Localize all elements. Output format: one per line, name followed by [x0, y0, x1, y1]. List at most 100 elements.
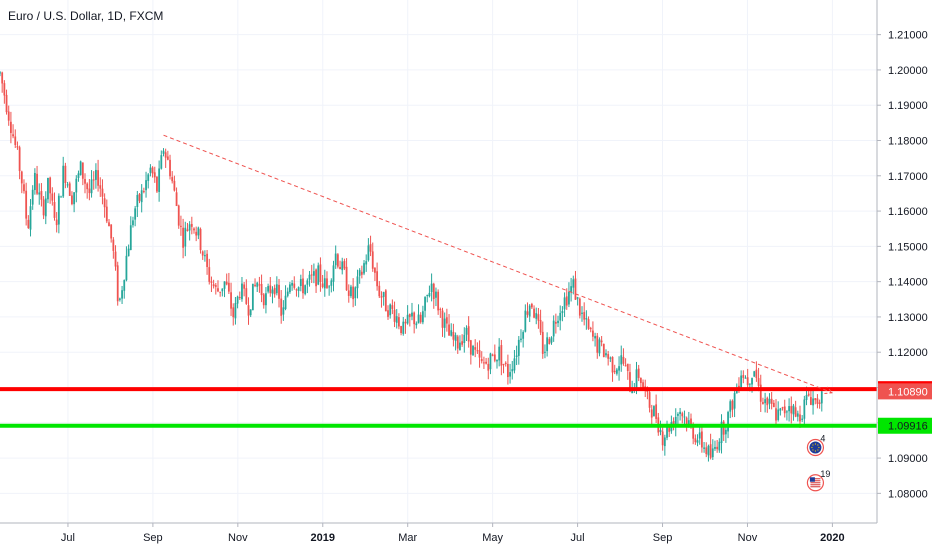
candle-up — [44, 198, 47, 217]
candle-down — [816, 398, 819, 404]
candle-up — [615, 369, 618, 374]
badge-count: 19 — [820, 469, 830, 479]
candle-up — [66, 184, 69, 186]
candle-up — [576, 297, 579, 299]
candle-down — [759, 384, 762, 402]
candle-up — [820, 391, 823, 404]
candle-up — [751, 378, 753, 385]
badge-count: 4 — [820, 433, 825, 443]
candle-up — [147, 174, 150, 181]
candle-down — [81, 162, 84, 179]
candle-down — [650, 409, 653, 418]
candle-up — [489, 353, 492, 370]
candle-down — [310, 274, 313, 276]
candle-down — [478, 350, 481, 358]
candle-up — [75, 178, 78, 193]
candle-up — [454, 334, 457, 341]
candle-up — [557, 320, 559, 324]
candle-down — [258, 284, 261, 286]
candle-down — [681, 413, 684, 417]
candle-down — [487, 363, 490, 371]
candle-down — [92, 179, 95, 181]
price-axis[interactable]: 1.080001.090001.100001.110001.120001.130… — [877, 30, 928, 501]
candle-down — [602, 343, 605, 358]
candle-down — [655, 404, 658, 419]
support-price-tag — [878, 417, 932, 434]
candle-up — [127, 248, 130, 257]
candle-up — [674, 416, 677, 426]
candle-down — [84, 178, 86, 184]
candle-up — [517, 339, 520, 356]
candle-up — [631, 390, 634, 394]
eu-flag-icon — [809, 441, 822, 454]
x-tick-label: Sep — [143, 532, 163, 544]
candle-down — [9, 121, 12, 133]
y-tick-label: 1.18000 — [888, 136, 928, 148]
time-axis[interactable]: Jul Sep Nov 2019 Mar May Jul Sep Nov 2020 — [61, 523, 845, 544]
support-price-label: 1.09916 — [888, 421, 928, 433]
candle-down — [295, 289, 298, 291]
candle-up — [275, 284, 278, 294]
candle-up — [720, 421, 723, 444]
candle-up — [60, 196, 62, 198]
candle-up — [132, 220, 134, 226]
candle-up — [546, 337, 549, 352]
candle-down — [42, 199, 45, 216]
candle-down — [108, 222, 110, 227]
candle-down — [705, 447, 708, 455]
candle-down — [685, 417, 688, 428]
candle-up — [73, 192, 76, 205]
candle-down — [352, 286, 355, 300]
candle-down — [36, 173, 38, 194]
candle-up — [286, 291, 289, 296]
candle-up — [653, 406, 655, 417]
candle-up — [687, 420, 690, 426]
candle-up — [415, 323, 418, 326]
candle-down — [51, 193, 54, 201]
candle-up — [544, 351, 546, 353]
candle-down — [302, 278, 304, 294]
candle-down — [772, 402, 775, 408]
candle-up — [79, 161, 82, 175]
candle-down — [173, 180, 176, 191]
candle-up — [382, 292, 385, 297]
candle-up — [812, 398, 814, 406]
candle-up — [524, 310, 527, 332]
candle-up — [663, 437, 666, 447]
candle-up — [328, 286, 331, 288]
candle-up — [125, 255, 128, 281]
candle-down — [807, 393, 810, 396]
candle-down — [201, 251, 204, 256]
y-tick-label: 1.14000 — [888, 277, 928, 289]
candle-up — [271, 289, 274, 294]
candle-up — [552, 320, 555, 337]
candle-down — [151, 167, 154, 174]
candle-down — [319, 264, 322, 283]
candle-down — [88, 188, 91, 194]
candle-down — [86, 183, 89, 190]
candle-up — [251, 283, 254, 311]
candle-up — [753, 371, 756, 377]
candle-down — [626, 363, 629, 372]
candle-down — [639, 377, 642, 384]
candle-down — [474, 347, 477, 350]
candle-down — [20, 171, 23, 184]
candle-down — [99, 185, 102, 189]
candle-down — [14, 136, 17, 146]
candle-up — [204, 255, 206, 257]
candle-down — [448, 324, 450, 336]
candle-down — [565, 296, 568, 306]
candle-up — [718, 441, 721, 451]
x-tick-label: Mar — [398, 532, 417, 544]
candle-down — [439, 309, 442, 311]
eu-flag-badge: 4 — [806, 433, 825, 457]
candle-up — [118, 298, 121, 300]
candle-down — [293, 283, 296, 288]
candle-down — [445, 317, 448, 324]
candle-down — [622, 356, 625, 364]
candle-down — [376, 271, 379, 287]
candle-down — [23, 184, 25, 192]
candle-down — [600, 340, 603, 343]
